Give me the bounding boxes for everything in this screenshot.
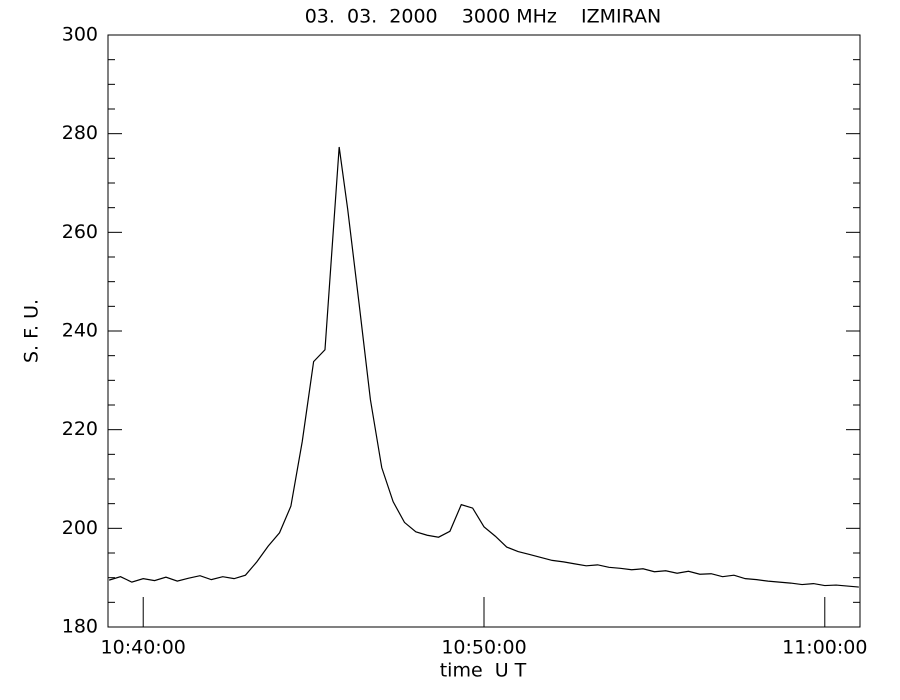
data-line [108, 146, 859, 588]
plot-frame [107, 34, 861, 628]
y-tick-label: 300 [62, 24, 98, 46]
x-axis-label: time U T [440, 660, 527, 682]
x-tick-label: 10:50:00 [441, 637, 526, 659]
x-tick-label: 10:40:00 [101, 637, 186, 659]
y-tick-label: 220 [62, 418, 98, 440]
y-tick-label: 200 [62, 517, 98, 539]
y-tick-label: 240 [62, 320, 98, 342]
x-tick-label: 11:00:00 [782, 637, 867, 659]
y-tick-label: 280 [62, 122, 98, 144]
y-tick-label: 180 [62, 616, 98, 638]
y-tick-label: 260 [62, 221, 98, 243]
chart-title: 03. 03. 2000 3000 MHz IZMIRAN [305, 6, 662, 28]
y-axis-label: S. F. U. [21, 299, 43, 363]
